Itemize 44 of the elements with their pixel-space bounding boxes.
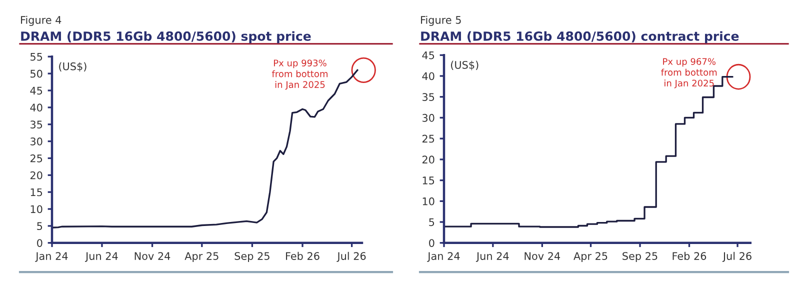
y-tick-label: 0 [37, 239, 42, 247]
y-tick-label: 50 [30, 70, 42, 78]
x-tick-label: Apr 25 [184, 252, 218, 262]
y-axis-title: (US$) [59, 62, 86, 72]
x-tick-label: Jun 24 [476, 252, 509, 262]
y-tick-label: 30 [30, 138, 42, 146]
x-tick-label: Feb 26 [672, 252, 706, 260]
y-tick-label: 15 [422, 176, 434, 184]
y-tick-label: 25 [422, 134, 434, 143]
y-axis-title: (US$) [451, 60, 478, 70]
x-tick-label: Sep 25 [234, 252, 270, 262]
x-tick-label: Jul 26 [336, 252, 366, 262]
y-tick-label: 55 [30, 52, 42, 61]
y-tick-label: 30 [422, 114, 434, 122]
x-tick-label: Jun 24 [85, 252, 118, 262]
chart-title: DRAM (DDR5 16Gb 4800/5600) spot price [21, 31, 311, 44]
y-tick-label: 15 [30, 188, 42, 196]
x-tick-label: Nov 24 [134, 252, 170, 260]
chart-title: DRAM (DDR5 16Gb 4800/5600) contract price [421, 31, 739, 44]
x-tick-label: Nov 24 [524, 252, 560, 260]
annotation: Px up 967% from bottom in Jan 2025 [661, 58, 717, 88]
chart-subtitle: Figure 4 [21, 16, 62, 26]
y-tick-label: 5 [37, 222, 42, 230]
y-tick-label: 40 [30, 104, 42, 112]
chart-subtitle: Figure 5 [421, 16, 461, 26]
x-tick-label: Jan 24 [427, 252, 460, 262]
y-tick-label: 0 [429, 239, 434, 247]
x-tick-label: Sep 25 [622, 252, 658, 262]
x-tick-label: Feb 26 [286, 252, 320, 260]
y-tick-label: 20 [422, 156, 434, 164]
annotation: Px up 993% from bottom in Jan 2025 [272, 60, 328, 90]
y-tick-label: 40 [422, 72, 434, 80]
y-tick-label: 45 [422, 51, 434, 60]
x-tick-label: Apr 25 [574, 252, 608, 262]
y-tick-label: 45 [30, 86, 42, 95]
x-tick-label: Jul 26 [722, 252, 752, 262]
y-tick-label: 35 [422, 93, 434, 101]
y-tick-label: 20 [30, 171, 42, 180]
y-tick-label: 10 [422, 197, 434, 206]
y-tick-label: 5 [429, 218, 434, 226]
x-tick-label: Jan 24 [35, 252, 68, 262]
y-tick-label: 10 [30, 205, 42, 214]
y-tick-label: 35 [30, 120, 42, 128]
y-tick-label: 25 [30, 154, 42, 162]
